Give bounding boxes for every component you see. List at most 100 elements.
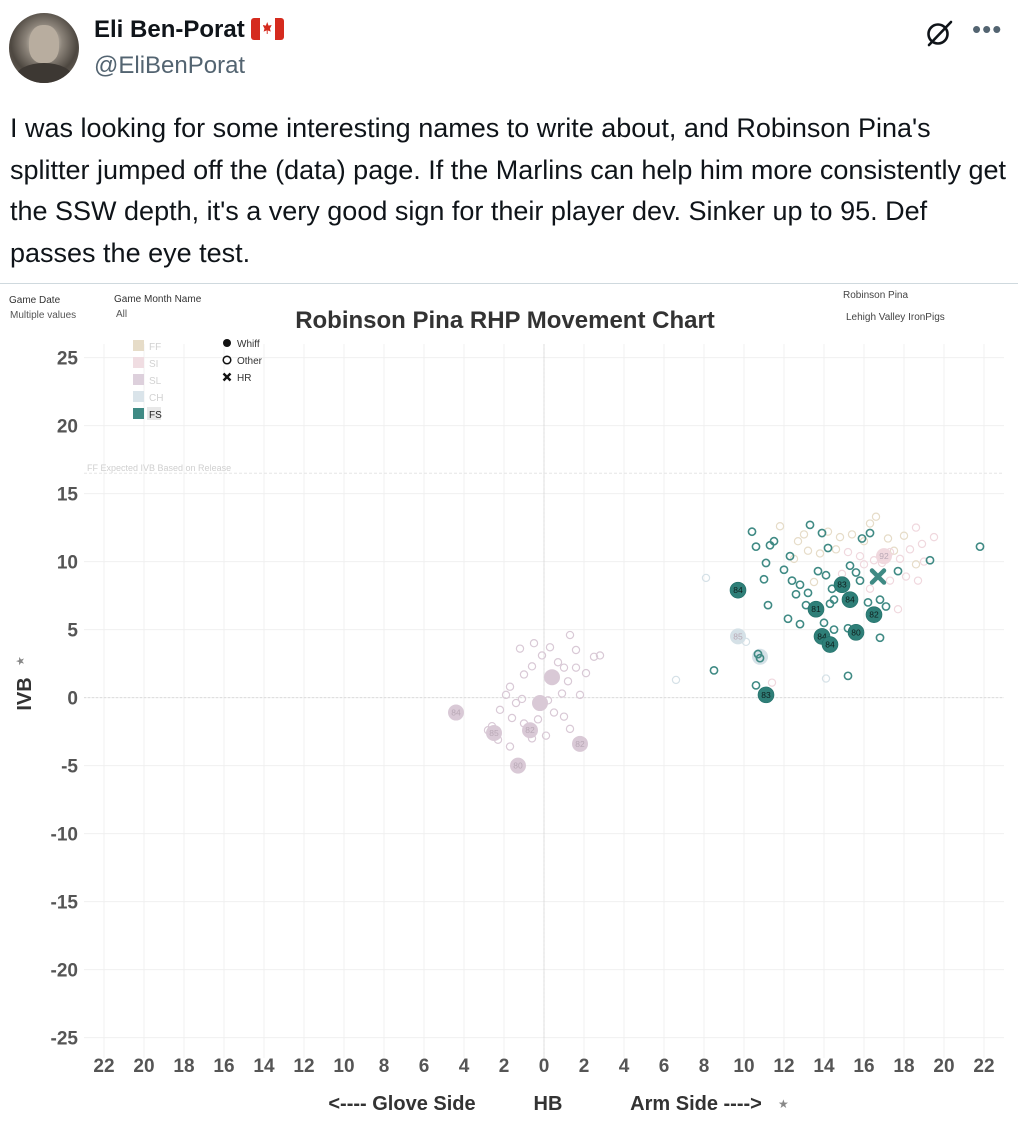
point-fs-other	[785, 551, 795, 561]
point-si-other	[843, 547, 853, 557]
avatar-shoulders	[15, 63, 73, 83]
chart-title: Robinson Pina RHP Movement Chart	[295, 307, 715, 334]
point-fs-whiff-label: 80	[851, 627, 861, 637]
point-si-other	[885, 576, 895, 585]
point-ff-other	[847, 530, 857, 539]
point-sl-whiff-label: 85	[489, 728, 499, 738]
x-axis-label-glove-side: <---- Glove Side	[328, 1093, 475, 1115]
y-tick-label: 5	[67, 621, 78, 642]
x-axis-label-arm-side: Arm Side ---->	[630, 1093, 762, 1115]
point-sl-other	[575, 690, 585, 700]
point-fs-other	[863, 597, 873, 607]
ff-expected-ivb-label: FF Expected IVB Based on Release	[87, 463, 231, 473]
point-fs-whiff-label: 84	[817, 631, 827, 641]
point-fs-other	[787, 576, 797, 586]
tweet-text: I was looking for some interesting names…	[10, 113, 1007, 268]
point-si-whiff	[876, 548, 892, 565]
point-fs-whiff-label: 84	[733, 585, 743, 595]
point-fs-other	[709, 665, 719, 675]
point-si-other	[855, 551, 865, 561]
point-fs-other	[925, 555, 935, 565]
point-si-other	[911, 523, 921, 532]
point-fs-other	[875, 595, 885, 605]
point-sl-other	[541, 731, 551, 740]
point-ff-other	[809, 577, 819, 587]
point-fs-other	[819, 618, 829, 628]
point-si-whiff-label: 92	[879, 551, 889, 561]
hr-icon-stroke	[222, 372, 232, 382]
point-fs-other	[857, 534, 867, 543]
point-si-other	[837, 569, 847, 579]
movement-chart-image: FF Expected IVB Based on Release 84 85 80 8…	[0, 283, 1018, 1133]
point-fs-other	[821, 570, 831, 580]
x-tick-label: 14	[253, 1056, 275, 1077]
legend-label-ch: CH	[149, 393, 163, 404]
point-sl-whiff	[544, 669, 560, 686]
point-ff-other	[899, 531, 909, 540]
point-sl-other	[565, 630, 575, 640]
point-sl-other	[545, 643, 555, 652]
point-sl-other	[571, 663, 581, 672]
x-tick-label: 12	[773, 1056, 794, 1077]
x-tick-label: 18	[893, 1056, 914, 1077]
point-sl-whiff	[448, 704, 464, 721]
y-tick-label: 10	[57, 553, 78, 574]
x-tick-label: 10	[333, 1056, 354, 1077]
y-tick-label: -20	[51, 961, 78, 982]
point-fs-whiff	[729, 581, 747, 599]
point-fs-other	[751, 680, 761, 690]
point-fs-whiff-label: 83	[761, 690, 771, 700]
x-tick-label: 6	[419, 1056, 430, 1077]
point-si-other	[859, 560, 869, 569]
point-si-other	[929, 532, 939, 542]
x-tick-label: 10	[733, 1056, 754, 1077]
point-fs-whiff-label: 81	[811, 604, 821, 614]
point-si-other	[905, 545, 915, 554]
grok-icon[interactable]	[924, 18, 954, 48]
point-fs-other	[851, 568, 861, 577]
y-axis-label-ivb: IVB	[14, 677, 36, 710]
point-fs-other	[791, 589, 801, 599]
point-sl-other	[511, 698, 521, 708]
point-fs-other	[805, 520, 815, 530]
point-si-other	[917, 539, 927, 549]
point-sl-whiff-label: 80	[513, 761, 523, 771]
chart-header: Robinson Pina RHP Movement Chart Game Dat…	[9, 290, 945, 334]
x-axis-label-hb: HB	[534, 1093, 563, 1115]
author-name[interactable]: Eli Ben-Porat	[94, 16, 284, 44]
legend-whiff-icon	[223, 339, 231, 347]
author-handle[interactable]: @EliBenPorat	[94, 52, 246, 79]
point-fs-other	[759, 574, 769, 584]
legend-label-fs: FS	[149, 410, 162, 421]
author-name-text: Eli Ben-Porat	[94, 16, 245, 43]
y-tick-label: -15	[51, 893, 79, 914]
point-sl-other	[557, 689, 567, 698]
x-tick-label: 22	[93, 1056, 114, 1077]
point-ff-other	[889, 546, 899, 555]
y-tick-label: 0	[67, 689, 78, 710]
point-fs-other	[829, 625, 839, 634]
point-si-other	[893, 605, 903, 614]
point-fs-whiff	[865, 606, 883, 623]
more-options-icon[interactable]: •••	[972, 14, 1003, 44]
point-fs-other	[755, 653, 765, 663]
point-fs-whiff-label: 84	[825, 640, 835, 650]
point-sl-other	[527, 662, 537, 671]
legend-swatch-ch	[133, 391, 144, 402]
point-sl-other	[553, 658, 563, 667]
point-ch-other	[821, 674, 831, 683]
point-fs-whiff	[833, 576, 851, 594]
point-ff-other	[775, 522, 785, 531]
point-sl-whiff-label: 82	[575, 739, 585, 749]
point-fs-other	[761, 558, 771, 568]
avatar-face	[29, 25, 59, 63]
legend-swatch-fs	[133, 408, 144, 419]
x-tick-label: 2	[499, 1056, 510, 1077]
avatar[interactable]	[9, 13, 79, 83]
x-tick-label: 18	[173, 1056, 194, 1077]
point-fs-other	[779, 565, 789, 575]
legend-label-si: SI	[149, 359, 158, 370]
point-sl-whiff-label: 82	[525, 725, 535, 735]
x-tick-label: 4	[459, 1056, 470, 1077]
legend-swatch-sl	[133, 374, 144, 385]
